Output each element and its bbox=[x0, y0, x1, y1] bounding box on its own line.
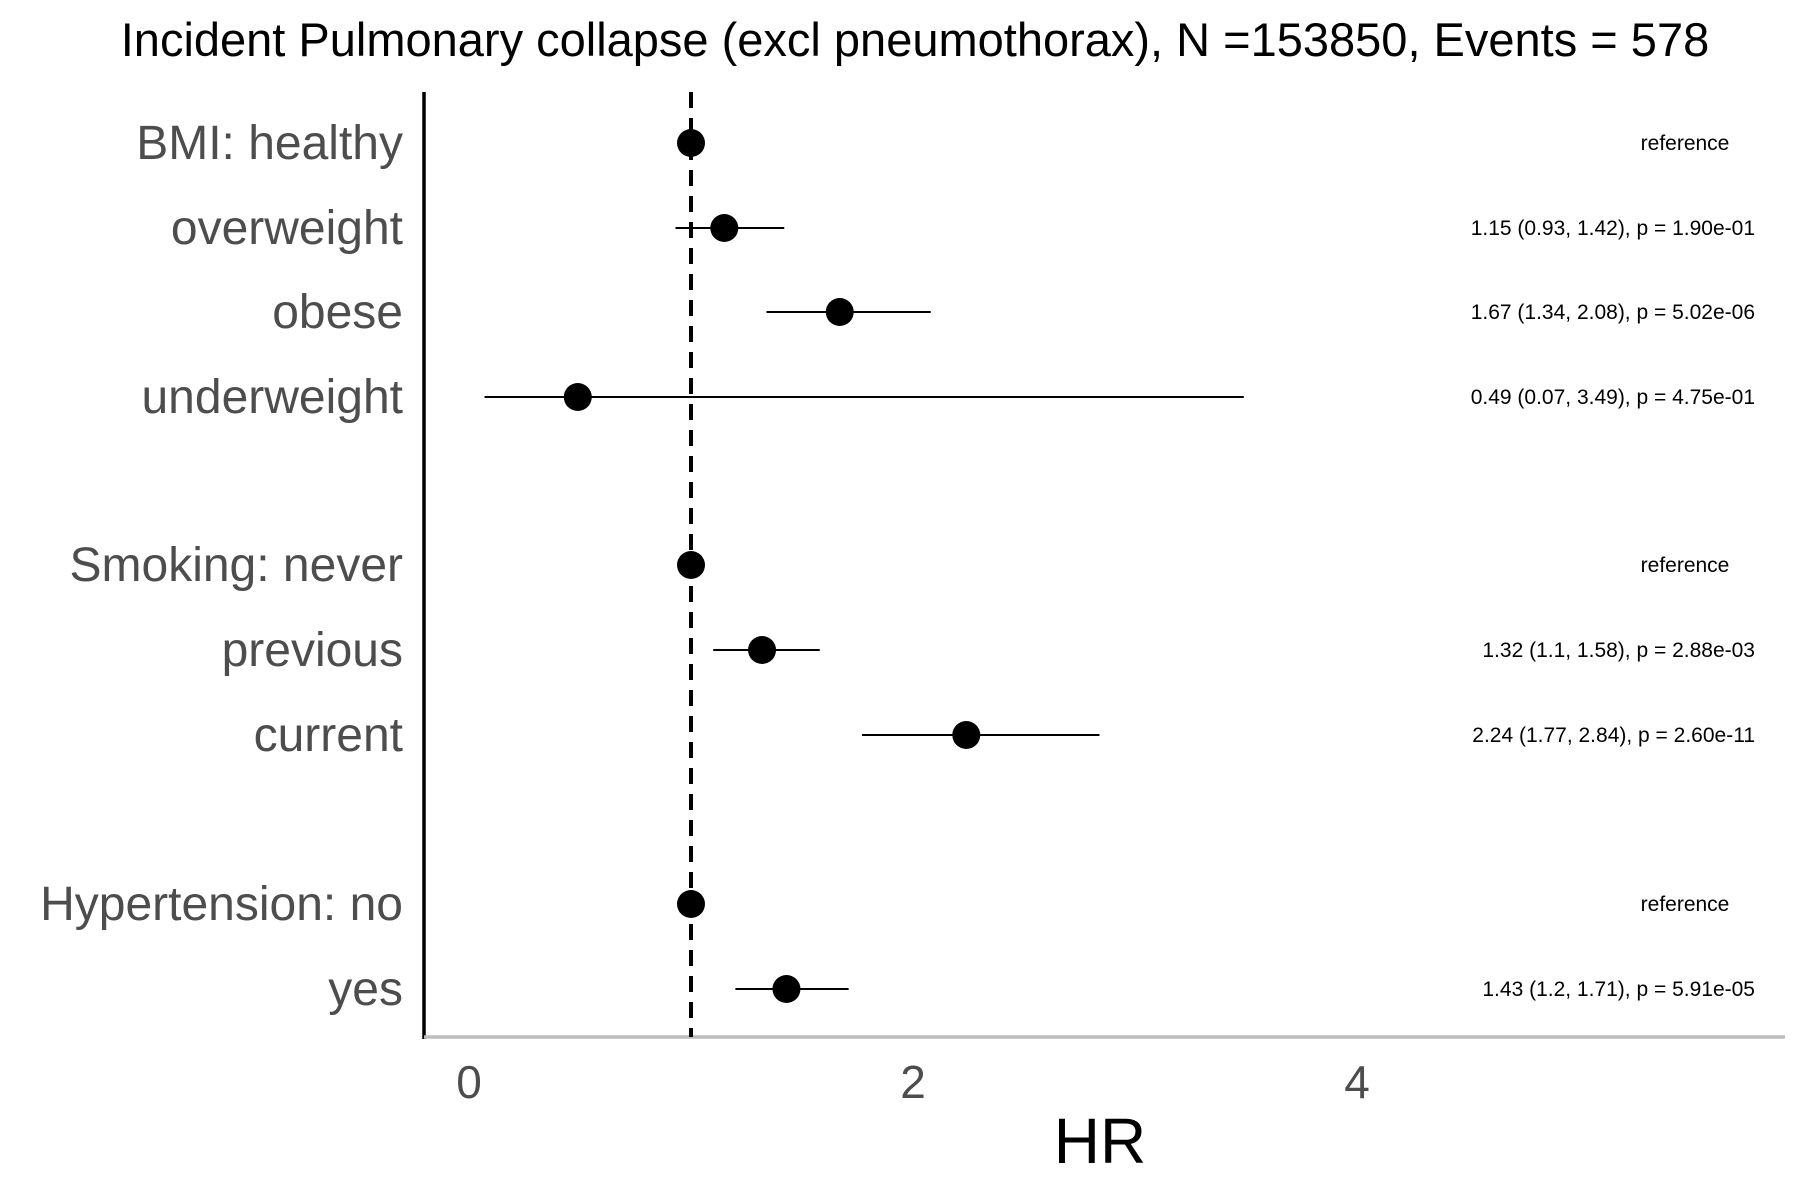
chart-title: Incident Pulmonary collapse (excl pneumo… bbox=[121, 13, 1709, 66]
estimate-label: 1.15 (0.93, 1.42), p = 1.90e-01 bbox=[1471, 217, 1755, 240]
row-label: current bbox=[254, 709, 403, 762]
estimate-label: 0.49 (0.07, 3.49), p = 4.75e-01 bbox=[1471, 386, 1755, 409]
hr-point bbox=[677, 551, 705, 579]
x-tick-label: 0 bbox=[456, 1056, 482, 1108]
x-tick-label: 2 bbox=[900, 1056, 926, 1108]
estimate-label: reference bbox=[1641, 132, 1730, 155]
plot-area: 0 2 4 BMI: healthy reference overweight 1.15 (… bbox=[40, 92, 1785, 1108]
row-label: Hypertension: no bbox=[40, 878, 403, 931]
hr-point bbox=[677, 129, 705, 157]
estimate-label: 2.24 (1.77, 2.84), p = 2.60e-11 bbox=[1472, 724, 1755, 747]
estimate-label: reference bbox=[1641, 554, 1730, 577]
estimate-label: 1.67 (1.34, 2.08), p = 5.02e-06 bbox=[1471, 301, 1755, 324]
row-label: yes bbox=[328, 963, 403, 1016]
hr-point bbox=[748, 636, 777, 664]
x-axis-title: HR bbox=[1054, 1105, 1146, 1177]
estimate-label: 1.43 (1.2, 1.71), p = 5.91e-05 bbox=[1482, 978, 1755, 1001]
hr-point bbox=[563, 383, 592, 411]
row-label: previous bbox=[222, 624, 403, 677]
hr-point bbox=[772, 975, 801, 1003]
row-label: overweight bbox=[171, 202, 403, 255]
hr-point bbox=[677, 890, 705, 918]
row-label: obese bbox=[272, 286, 403, 339]
hr-point bbox=[710, 214, 739, 242]
row-label: underweight bbox=[141, 371, 403, 424]
hr-point bbox=[952, 721, 981, 749]
row-label: Smoking: never bbox=[70, 539, 404, 592]
row-label: BMI: healthy bbox=[136, 117, 403, 170]
hr-point bbox=[825, 298, 854, 326]
estimate-label: reference bbox=[1641, 893, 1730, 916]
estimate-label: 1.32 (1.1, 1.58), p = 2.88e-03 bbox=[1482, 639, 1755, 662]
x-tick-label: 4 bbox=[1344, 1056, 1370, 1108]
